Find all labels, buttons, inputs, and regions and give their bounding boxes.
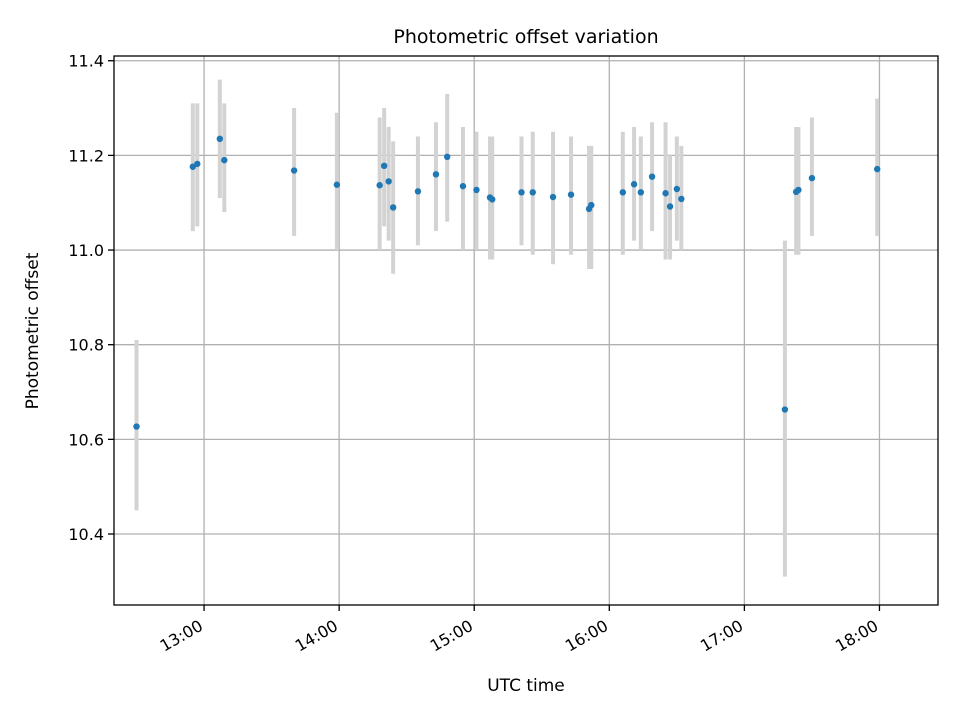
data-point — [637, 189, 645, 196]
data-point — [518, 189, 525, 196]
data-point — [795, 186, 802, 194]
data-point — [678, 195, 685, 203]
plot-frame — [113, 55, 939, 606]
y-axis-label: Photometric offset — [23, 252, 43, 409]
data-point — [389, 204, 397, 211]
data-point — [432, 171, 440, 178]
data-point — [781, 406, 789, 413]
data-point — [376, 182, 383, 189]
grid-layer — [114, 56, 938, 605]
data-point — [666, 203, 674, 210]
y-tick-label: 10.8 — [68, 336, 104, 355]
data-point — [194, 160, 201, 168]
chart-title: Photometric offset variation — [393, 26, 658, 48]
y-tick-label: 10.4 — [68, 525, 104, 544]
data-point — [414, 188, 422, 195]
data-point — [549, 193, 557, 201]
data-point — [619, 189, 627, 196]
data-point — [673, 185, 681, 193]
tick-layer: 13:00 14:00 15:00 16:00 17:00 18:0010.410.610… — [68, 52, 881, 656]
data-point — [380, 162, 388, 169]
data-point — [290, 167, 298, 174]
data-point — [874, 165, 881, 173]
data-point — [662, 190, 669, 197]
y-tick-label: 10.6 — [68, 430, 104, 449]
data-point — [489, 196, 496, 203]
data-point — [567, 191, 575, 198]
data-point — [630, 181, 638, 188]
data-point — [444, 153, 451, 161]
point-layer — [133, 135, 881, 430]
x-axis-label: UTC time — [487, 676, 565, 696]
data-point — [648, 173, 656, 180]
data-point — [529, 189, 536, 196]
y-tick-label: 11.0 — [68, 241, 104, 260]
data-point — [216, 135, 224, 143]
y-tick-label: 11.2 — [68, 146, 104, 165]
data-point — [385, 178, 392, 185]
data-point — [588, 201, 595, 209]
y-tick-label: 11.4 — [68, 52, 104, 71]
data-point — [133, 423, 140, 430]
data-point — [333, 181, 341, 188]
data-point — [808, 174, 816, 182]
data-point — [221, 156, 228, 164]
data-point — [459, 182, 467, 190]
data-point — [473, 186, 480, 194]
